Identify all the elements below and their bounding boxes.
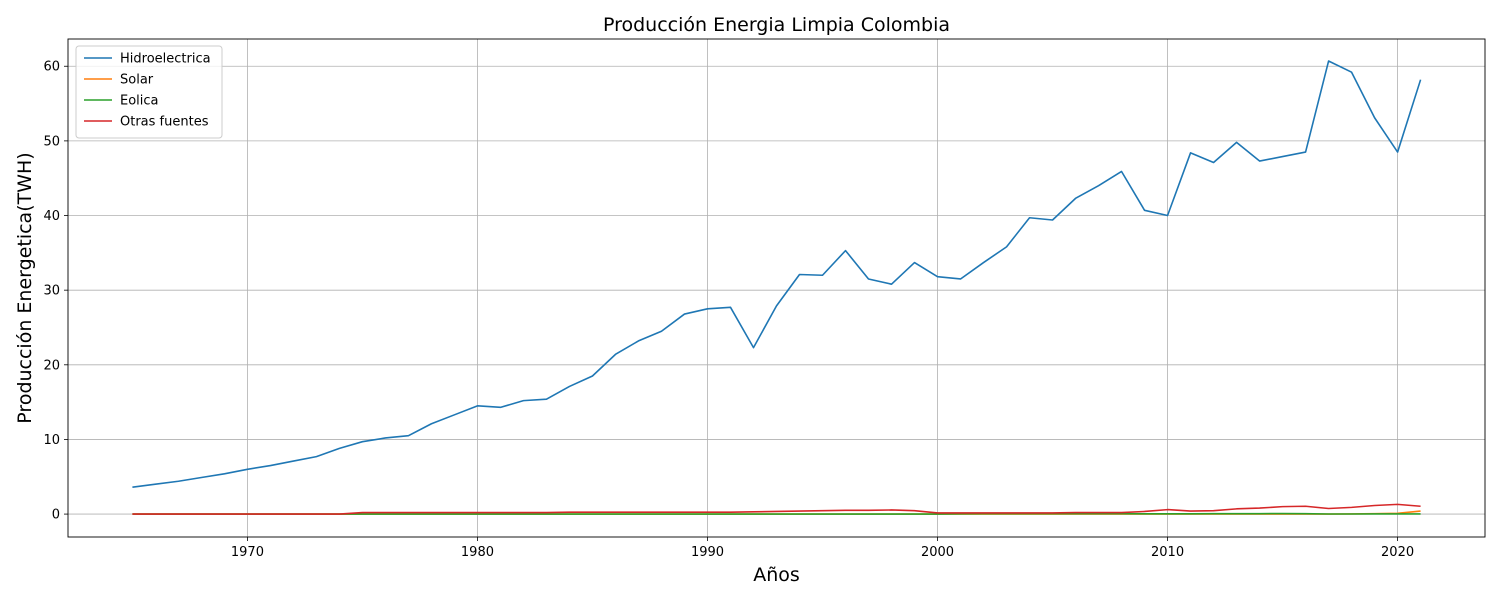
x-tick-label: 1980 [461, 545, 494, 560]
x-tick-label: 2010 [1151, 545, 1184, 560]
series-lines [132, 60, 1422, 515]
y-tick-label: 0 [52, 508, 60, 523]
x-tick-label: 2020 [1381, 545, 1414, 560]
x-tick-label: 2000 [921, 545, 954, 560]
chart-title: Producción Energia Limpia Colombia [603, 14, 950, 36]
y-tick-label: 20 [43, 358, 60, 373]
y-tick-label: 10 [43, 433, 60, 448]
x-axis-title: Años [753, 564, 800, 586]
legend: Hidroelectrica Solar Eolica Otras fuentes [75, 45, 223, 139]
y-tick-label: 30 [43, 284, 60, 299]
legend-label-eolica: Eolica [120, 94, 159, 109]
plot-frame [67, 38, 1486, 538]
x-tick-label: 1990 [691, 545, 724, 560]
series-line-hidroelectrica [132, 60, 1422, 489]
legend-label-solar: Solar [120, 73, 154, 88]
legend-label-otras-fuentes: Otras fuentes [120, 115, 209, 130]
y-tick-label: 60 [43, 60, 60, 75]
series-line-otras-fuentes [132, 503, 1421, 515]
y-axis-ticks: 0 10 20 30 40 50 60 [43, 60, 68, 523]
legend-box [75, 45, 223, 139]
x-axis-ticks: 1970 1980 1990 2000 2010 2020 [231, 537, 1414, 560]
x-tick-label: 1970 [231, 545, 264, 560]
y-tick-label: 40 [43, 209, 60, 224]
legend-label-hidroelectrica: Hidroelectrica [120, 52, 211, 67]
y-axis-title: Producción Energetica(TWH) [14, 152, 36, 423]
y-tick-label: 50 [43, 134, 60, 149]
